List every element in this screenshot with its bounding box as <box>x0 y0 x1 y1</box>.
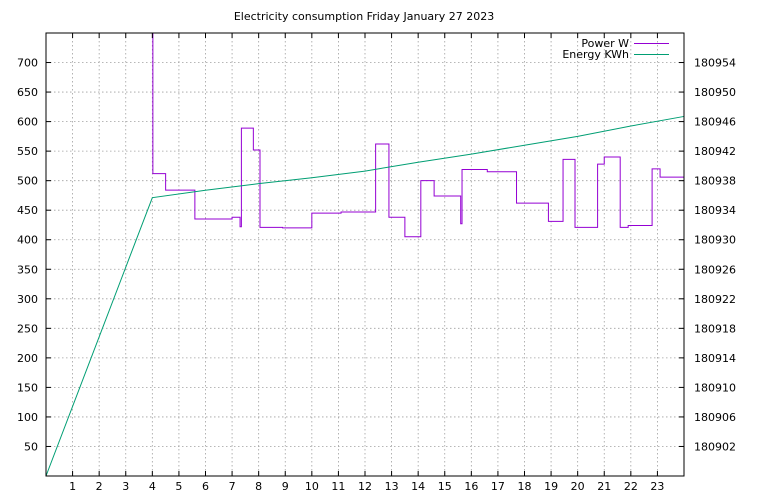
y-right-tick-label: 180906 <box>694 411 736 424</box>
tick-layer: 1 2 3 4 5 6 7 8 9 10 11 12 13 14 15 16 17 18 19 20 21 22 23501… <box>17 33 736 493</box>
y-left-tick-label: 250 <box>17 322 38 335</box>
y-right-tick-label: 180910 <box>694 381 736 394</box>
y-right-tick-label: 180902 <box>694 440 736 453</box>
grid-layer <box>46 33 684 476</box>
y-right-tick-label: 180926 <box>694 263 736 276</box>
y-left-tick-label: 150 <box>17 381 38 394</box>
y-right-tick-label: 180918 <box>694 322 736 335</box>
legend-label-energy: Energy KWh <box>562 48 629 61</box>
x-tick-label: 6 <box>202 480 209 493</box>
y-right-tick-label: 180954 <box>694 57 736 70</box>
series-line-energy <box>45 115 685 477</box>
x-tick-label: 12 <box>358 480 372 493</box>
x-tick-label: 15 <box>438 480 452 493</box>
y-left-tick-label: 600 <box>17 116 38 129</box>
x-tick-label: 8 <box>255 480 262 493</box>
x-tick-label: 23 <box>650 480 664 493</box>
x-tick-label: 9 <box>282 480 289 493</box>
y-left-tick-label: 350 <box>17 263 38 276</box>
x-tick-label: 19 <box>544 480 558 493</box>
y-right-tick-label: 180922 <box>694 293 736 306</box>
y-right-tick-label: 180942 <box>694 145 736 158</box>
series-layer <box>45 32 685 477</box>
y-left-tick-label: 200 <box>17 352 38 365</box>
x-tick-label: 13 <box>385 480 399 493</box>
x-tick-label: 5 <box>175 480 182 493</box>
x-tick-label: 1 <box>69 480 76 493</box>
x-tick-label: 11 <box>331 480 345 493</box>
x-tick-label: 14 <box>411 480 425 493</box>
y-right-tick-label: 180946 <box>694 116 736 129</box>
y-right-tick-label: 180938 <box>694 175 736 188</box>
y-right-tick-label: 180950 <box>694 86 736 99</box>
y-left-tick-label: 400 <box>17 234 38 247</box>
y-left-tick-label: 100 <box>17 411 38 424</box>
chart-title: Electricity consumption Friday January 2… <box>234 10 494 23</box>
x-tick-label: 10 <box>305 480 319 493</box>
y-right-tick-label: 180930 <box>694 234 736 247</box>
legend-label-power: Power W <box>581 37 629 50</box>
x-tick-label: 3 <box>122 480 129 493</box>
x-tick-label: 22 <box>624 480 638 493</box>
y-left-tick-label: 550 <box>17 145 38 158</box>
y-right-tick-label: 180934 <box>694 204 736 217</box>
y-left-tick-label: 450 <box>17 204 38 217</box>
y-left-tick-label: 650 <box>17 86 38 99</box>
y-left-tick-label: 700 <box>17 57 38 70</box>
legend: Power W Energy KWh <box>562 37 669 61</box>
x-tick-label: 7 <box>229 480 236 493</box>
x-tick-label: 16 <box>464 480 478 493</box>
x-tick-label: 2 <box>96 480 103 493</box>
y-left-tick-label: 300 <box>17 293 38 306</box>
x-tick-label: 21 <box>597 480 611 493</box>
x-tick-label: 20 <box>571 480 585 493</box>
x-tick-label: 17 <box>491 480 505 493</box>
y-left-tick-label: 500 <box>17 175 38 188</box>
x-tick-label: 4 <box>149 480 156 493</box>
y-right-tick-label: 180914 <box>694 352 736 365</box>
y-left-tick-label: 50 <box>24 440 38 453</box>
series-line-power <box>152 32 684 238</box>
x-tick-label: 18 <box>518 480 532 493</box>
